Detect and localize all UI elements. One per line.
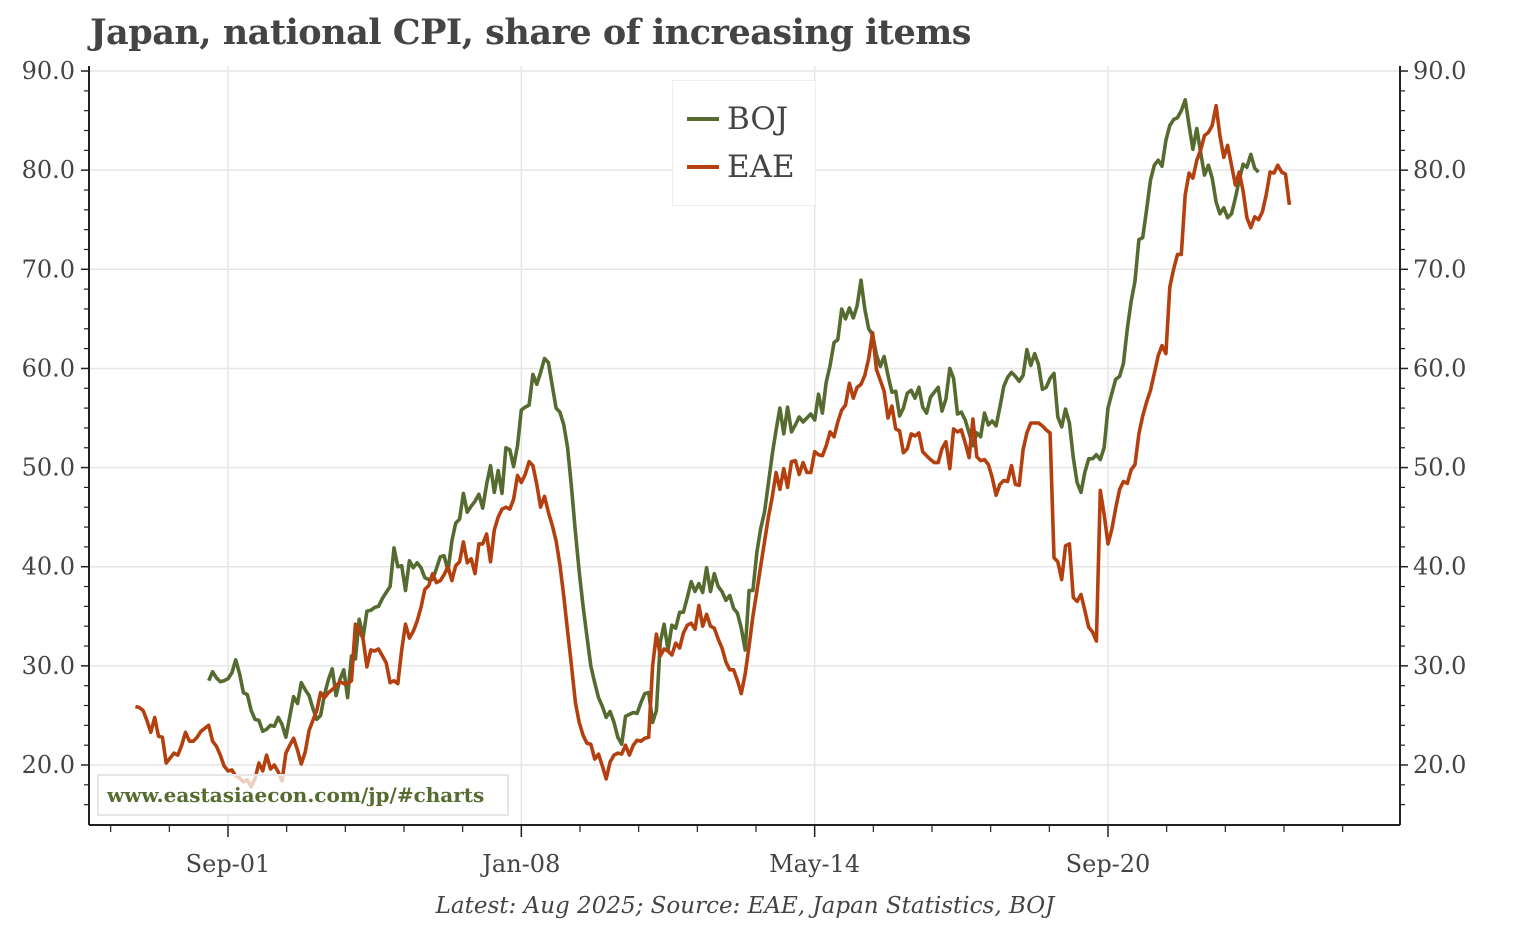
axes-layer	[81, 66, 1408, 837]
legend-swatch-boj	[687, 117, 719, 121]
xtick-label: May-14	[769, 850, 860, 878]
xtick-label: Sep-20	[1066, 850, 1151, 878]
legend-label-eae: EAE	[727, 149, 795, 185]
legend-label-boj: BOJ	[727, 101, 789, 137]
ytick-label-right: 60.0	[1413, 354, 1466, 382]
ytick-label-right: 50.0	[1413, 454, 1466, 482]
ytick-label-left: 70.0	[22, 255, 75, 283]
legend-swatch-eae	[687, 165, 719, 169]
ytick-label-right: 70.0	[1413, 255, 1466, 283]
ytick-label-left: 50.0	[22, 454, 75, 482]
legend-item-boj: BOJ	[687, 101, 788, 137]
label-layer: 20.0 20.0 30.0 30.0 40.0 40.0 50.0 50.0 60.0 60.0…	[22, 57, 1467, 878]
series-layer	[134, 98, 1292, 789]
ytick-label-right: 40.0	[1413, 553, 1466, 581]
ytick-label-left: 40.0	[22, 553, 75, 581]
source-note: Latest: Aug 2025; Source: EAE, Japan Sta…	[435, 893, 1055, 919]
ytick-label-left: 30.0	[22, 652, 75, 680]
xtick-label: Jan-08	[479, 850, 560, 878]
series-line-boj	[207, 98, 1260, 747]
series-line-eae	[134, 103, 1292, 789]
ytick-label-right: 90.0	[1413, 57, 1466, 85]
ytick-label-left: 90.0	[22, 57, 75, 85]
ytick-label-right: 30.0	[1413, 652, 1466, 680]
xtick-label: Sep-01	[186, 850, 271, 878]
chart-title: Japan, national CPI, share of increasing…	[90, 12, 971, 53]
legend-item-eae: EAE	[687, 149, 795, 185]
ytick-label-left: 20.0	[22, 751, 75, 779]
ytick-label-right: 80.0	[1413, 156, 1466, 184]
watermark-link[interactable]: www.eastasiaecon.com/jp/#charts	[97, 774, 509, 816]
ytick-label-left: 60.0	[22, 354, 75, 382]
legend: BOJ EAE	[672, 80, 816, 206]
ytick-label-left: 80.0	[22, 156, 75, 184]
ytick-label-right: 20.0	[1413, 751, 1466, 779]
